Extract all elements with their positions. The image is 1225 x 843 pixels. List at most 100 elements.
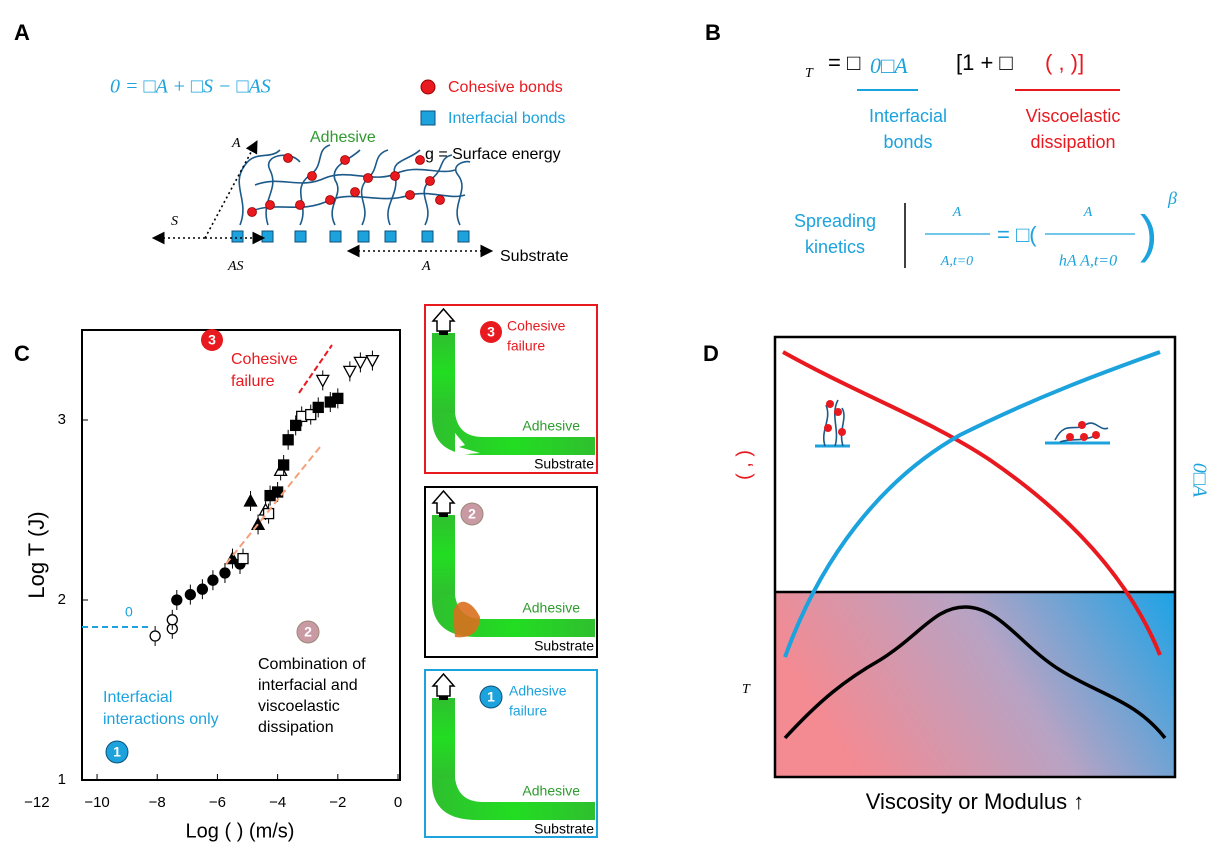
- data-point: [333, 393, 343, 403]
- badge-number: 1: [487, 689, 495, 705]
- annotation: viscoelastic: [258, 698, 340, 715]
- annotation: interactions only: [103, 711, 219, 728]
- x-tick-label: −12: [24, 794, 49, 811]
- label: Substrate: [534, 456, 594, 472]
- legend-text: g = Surface energy: [425, 146, 561, 163]
- data-point: [273, 487, 283, 497]
- data-point: [291, 420, 301, 430]
- badge-number: 1: [113, 744, 121, 760]
- failure-box: 3 Cohesive failure Adhesive Substrate: [425, 305, 597, 473]
- box-title: failure: [507, 338, 545, 354]
- equation-part: ( , )]: [1045, 50, 1084, 75]
- legend-swatch: [421, 111, 435, 125]
- x-axis-label: Viscosity or Modulus ↑: [866, 789, 1084, 814]
- equation-part: T: [805, 66, 814, 81]
- data-point: [366, 356, 378, 367]
- data-point: [197, 584, 207, 594]
- x-tick-label: −8: [149, 794, 166, 811]
- box-title: failure: [509, 703, 547, 719]
- data-point: [220, 568, 230, 578]
- label: Adhesive: [522, 600, 580, 616]
- data-point: [279, 460, 289, 470]
- y-axis-label: T: [742, 682, 751, 697]
- badge-number: 2: [468, 506, 476, 522]
- fraction-numerator: A: [952, 205, 962, 220]
- chain-icon: [1045, 421, 1110, 443]
- caption: Viscoelastic: [1026, 106, 1121, 126]
- trend-line: [226, 447, 320, 564]
- label: Adhesive: [310, 129, 376, 146]
- legend-text: Cohesive bonds: [448, 79, 563, 96]
- failure-box: 1 Adhesive failure Adhesive Substrate: [425, 670, 597, 837]
- y-tick-label: 2: [58, 591, 66, 608]
- data-point: [317, 375, 329, 386]
- caption: Spreading: [794, 211, 876, 231]
- equation-part: ): [1140, 206, 1157, 264]
- x-tick-label: −6: [209, 794, 226, 811]
- data-point: [283, 435, 293, 445]
- x-tick-label: −10: [84, 794, 109, 811]
- data-point: [313, 402, 323, 412]
- caption: bonds: [883, 132, 932, 152]
- annotation: 0: [125, 604, 133, 620]
- legend-swatch: [421, 80, 435, 94]
- fraction-denominator: hA A,t=0: [1059, 253, 1117, 270]
- failure-box: 2 Adhesive Substrate: [425, 487, 597, 677]
- x-tick-label: 0: [394, 794, 402, 811]
- annotation: dissipation: [258, 719, 334, 736]
- panel-label: C: [14, 341, 30, 366]
- box-title: Cohesive: [507, 318, 566, 334]
- label: A: [421, 259, 431, 274]
- label: Adhesive: [522, 418, 580, 434]
- y-axis-label: Log T (J): [24, 511, 49, 598]
- label: AS: [227, 259, 244, 274]
- equation-part: [1 + □: [956, 50, 1013, 75]
- y-tick-label: 1: [58, 771, 66, 788]
- equation: 0 = □A + □S − □AS: [110, 76, 271, 98]
- equation-part: 0□A: [870, 53, 908, 78]
- x-tick-label: −4: [269, 794, 286, 811]
- panel-label: D: [703, 341, 719, 366]
- label: Substrate: [500, 248, 569, 265]
- data-point: [185, 590, 195, 600]
- annotation: failure: [231, 373, 275, 390]
- annotation: interfacial and: [258, 677, 358, 694]
- trend-line: [299, 345, 332, 393]
- badge-number: 3: [208, 332, 216, 348]
- annotation: Combination of: [258, 656, 366, 673]
- exponent: β: [1167, 188, 1177, 208]
- label: A: [231, 136, 241, 151]
- panel-label: B: [705, 20, 721, 45]
- chain-icon: [815, 400, 850, 446]
- gradient-box: [775, 592, 1175, 777]
- data-point: [245, 495, 257, 506]
- label: Substrate: [534, 638, 594, 654]
- y-tick-label: 3: [58, 411, 66, 428]
- legend-text: Interfacial bonds: [448, 110, 565, 127]
- caption: kinetics: [805, 237, 865, 257]
- data-point: [150, 631, 160, 641]
- data-point: [208, 575, 218, 585]
- caption: Interfacial: [869, 106, 947, 126]
- label: Adhesive: [522, 783, 580, 799]
- annotation: Cohesive: [231, 351, 298, 368]
- y-axis-label: ( , ): [733, 450, 755, 480]
- badge-number: 2: [304, 624, 312, 640]
- fraction-numerator: A: [1083, 205, 1093, 220]
- annotation: Interfacial: [103, 689, 172, 706]
- caption: dissipation: [1030, 132, 1115, 152]
- fraction-denominator: A,t=0: [940, 254, 973, 269]
- interfacial-bonds: [232, 231, 469, 242]
- equation-part: = □(: [997, 222, 1037, 247]
- x-axis-label: Log ( ) (m/s): [186, 820, 295, 842]
- data-point: [172, 595, 182, 605]
- box-title: Adhesive: [509, 683, 567, 699]
- label: Substrate: [534, 821, 594, 837]
- label: S: [171, 214, 178, 229]
- x-tick-label: −2: [329, 794, 346, 811]
- figure: A B C D 0 = □A + □S − □AS Cohesive bonds…: [0, 0, 1225, 843]
- badge-number: 3: [487, 324, 495, 340]
- equation-part: = □: [828, 50, 860, 75]
- data-point: [344, 366, 356, 377]
- data-point: [238, 554, 248, 564]
